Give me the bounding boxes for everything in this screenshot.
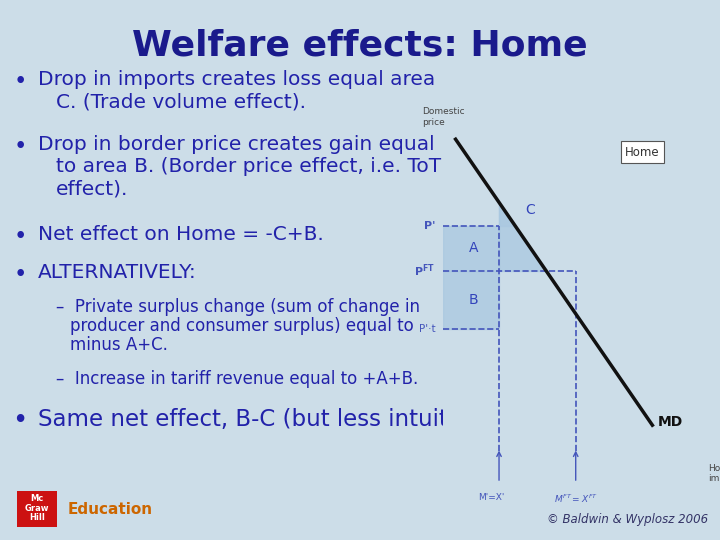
Text: © Baldwin & Wyplosz 2006: © Baldwin & Wyplosz 2006 — [547, 513, 708, 526]
Text: Same net effect, B-C (but less intuition).: Same net effect, B-C (but less intuition… — [38, 408, 499, 431]
Text: minus A+C.: minus A+C. — [70, 336, 168, 354]
Text: A: A — [469, 241, 479, 255]
Text: Net effect on Home = -C+B.: Net effect on Home = -C+B. — [38, 225, 324, 244]
Text: C: C — [526, 203, 536, 217]
Text: C. (Trade volume effect).: C. (Trade volume effect). — [56, 92, 306, 111]
Text: MD: MD — [657, 415, 683, 429]
Text: Drop in imports creates loss equal area: Drop in imports creates loss equal area — [38, 70, 436, 89]
Text: producer and consumer surplus) equal to: producer and consumer surplus) equal to — [70, 317, 414, 335]
Text: •: • — [13, 70, 27, 93]
Text: to area B. (Border price effect, i.e. ToT: to area B. (Border price effect, i.e. To… — [56, 158, 441, 177]
Text: M'=X': M'=X' — [478, 492, 505, 502]
Text: Home
imports: Home imports — [708, 464, 720, 483]
Text: •: • — [13, 135, 27, 158]
Text: P': P' — [424, 221, 435, 231]
FancyBboxPatch shape — [17, 491, 57, 527]
Text: Home: Home — [625, 146, 660, 159]
Text: Drop in border price creates gain equal: Drop in border price creates gain equal — [38, 135, 435, 154]
Text: effect).: effect). — [56, 180, 128, 199]
Text: Welfare effects: Home: Welfare effects: Home — [132, 28, 588, 62]
Text: –  Private surplus change (sum of change in: – Private surplus change (sum of change … — [56, 298, 420, 316]
Text: $\mathbf{P^{FT}}$: $\mathbf{P^{FT}}$ — [414, 262, 435, 279]
Text: •: • — [13, 263, 27, 286]
Text: –  Increase in tariff revenue equal to +A+B.: – Increase in tariff revenue equal to +A… — [56, 370, 418, 388]
Text: $M^{FT}=X^{FT}$: $M^{FT}=X^{FT}$ — [554, 492, 598, 505]
Text: •: • — [12, 408, 27, 434]
Text: Domestic
price: Domestic price — [423, 107, 465, 126]
Text: •: • — [13, 225, 27, 248]
Text: P'·t: P'·t — [418, 324, 435, 334]
Text: Education: Education — [68, 502, 153, 516]
Text: Mc
Graw
Hill: Mc Graw Hill — [24, 494, 49, 522]
Text: ALTERNATIVELY:: ALTERNATIVELY: — [38, 263, 197, 282]
Text: B: B — [469, 293, 479, 307]
